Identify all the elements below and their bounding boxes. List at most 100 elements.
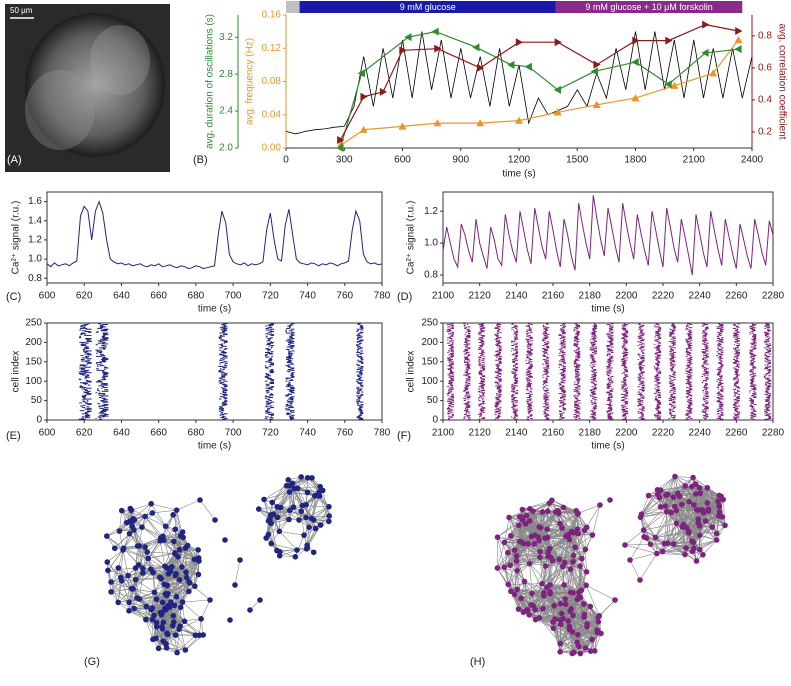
network-node (139, 524, 145, 530)
x-tick-label: 1500 (566, 155, 589, 166)
network-node (174, 507, 180, 513)
network-edge (201, 600, 210, 619)
y3-axis-title: avg. duration of oscillations (s) (205, 14, 216, 149)
x-tick-label: 2280 (762, 291, 785, 302)
data-point (665, 37, 672, 45)
plot-frame (47, 323, 382, 420)
y2-tick-label: 0.6 (758, 63, 772, 74)
network-edge (235, 560, 240, 585)
network-node (192, 583, 198, 589)
network-edge (136, 580, 155, 593)
data-point (472, 43, 479, 51)
burst (590, 324, 597, 419)
network-node (129, 507, 135, 513)
data-point (360, 93, 367, 101)
data-point (591, 67, 598, 75)
data-point (734, 36, 742, 43)
y-tick-label: 200 (25, 337, 42, 348)
burst (542, 324, 549, 419)
x-tick-label: 2200 (615, 428, 638, 439)
network-node (150, 570, 156, 576)
network-node (119, 508, 125, 514)
burst (95, 324, 108, 419)
x-tick-label: 2240 (689, 291, 712, 302)
data-point (432, 28, 439, 36)
burst (749, 324, 756, 419)
y2-tick-label: 0.4 (758, 95, 772, 106)
x-tick-label: 1200 (508, 155, 531, 166)
burst (559, 324, 566, 419)
y3-tick-label: 2.8 (219, 69, 233, 80)
y-tick-label: 1.6 (28, 196, 42, 207)
burst (669, 324, 676, 419)
x-tick-label: 640 (113, 291, 130, 302)
x-tick-label: 1800 (624, 155, 647, 166)
scale-bar-label: 50 μm (10, 6, 33, 15)
x-tick-label: 2220 (652, 428, 675, 439)
network-node (143, 604, 149, 610)
x-tick-label: 740 (299, 428, 316, 439)
network-edge (142, 527, 161, 538)
y-tick-label: 250 (25, 318, 42, 329)
x-tick-label: 2140 (505, 428, 528, 439)
x-tick-label: 760 (336, 428, 353, 439)
panel-label: (A) (7, 154, 22, 166)
panel-label: (E) (6, 430, 21, 442)
x-axis-title: time (s) (198, 441, 231, 452)
burst (637, 324, 644, 419)
y2-axis-title: avg. correlation coefficient (776, 24, 787, 140)
y-tick-label: 150 (25, 356, 42, 367)
protocol-label: 9 mM glucose (400, 2, 456, 12)
x-tick-label: 700 (225, 428, 242, 439)
network-node (130, 586, 136, 592)
data-point (702, 21, 709, 29)
y-tick-label: 0.04 (262, 109, 282, 120)
network-edge (182, 600, 210, 602)
network-node (112, 545, 118, 551)
y-axis-title: cell index (406, 351, 417, 393)
x-tick-label: 2400 (741, 155, 764, 166)
y3-tick-label: 2.0 (219, 143, 233, 154)
x-tick-label: 780 (374, 291, 391, 302)
islet-region (25, 70, 95, 150)
burst (685, 324, 692, 419)
burst (494, 324, 501, 419)
burst (526, 324, 533, 419)
burst (447, 324, 454, 419)
x-tick-label: 680 (188, 428, 205, 439)
y-axis-title: Ca²⁺ signal (r.u.) (406, 201, 417, 275)
x-tick-label: 780 (374, 428, 391, 439)
x-tick-label: 2100 (683, 155, 706, 166)
network-node (144, 549, 150, 555)
x-tick-label: 2180 (579, 428, 602, 439)
network-edge (146, 620, 153, 640)
x-tick-label: 2160 (542, 428, 565, 439)
y-axis-title: cell index (11, 351, 22, 393)
y-tick-label: 1.0 (424, 238, 438, 249)
y-tick-label: 0.8 (424, 270, 438, 281)
y-tick-label: 100 (421, 376, 438, 387)
burst (733, 324, 740, 419)
data-point (399, 46, 406, 54)
protocol-bar (286, 1, 300, 13)
x-tick-label: 0 (283, 155, 289, 166)
x-tick-label: 2180 (579, 291, 602, 302)
network-node (180, 599, 186, 605)
panel-label: (H) (470, 656, 485, 668)
y-tick-label: 0 (432, 415, 438, 426)
x-tick-label: 640 (113, 428, 130, 439)
network-node (164, 593, 170, 599)
network-node (171, 539, 177, 545)
data-point (516, 38, 523, 46)
panel-label: (C) (6, 291, 21, 303)
network (104, 474, 332, 655)
x-tick-label: 600 (394, 155, 411, 166)
data-point (555, 38, 562, 46)
network-node (126, 600, 132, 606)
x-axis-title: time (s) (198, 304, 231, 315)
data-line (443, 195, 773, 275)
data-point (632, 37, 639, 45)
